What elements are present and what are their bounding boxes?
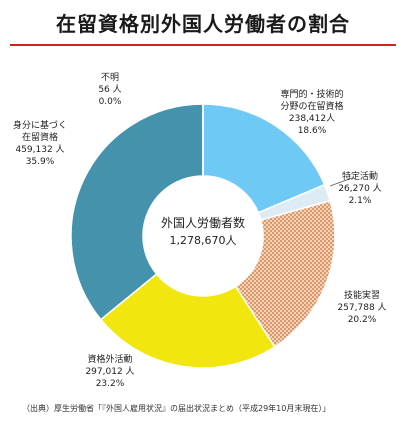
center-label-total: 1,278,670人 [170, 234, 237, 247]
slice-label-percent: 2.1% [349, 196, 372, 206]
donut-slice [99, 272, 276, 369]
donut-slice [202, 103, 326, 214]
slice-label-percent: 35.9% [26, 157, 55, 167]
leader-line [329, 177, 353, 187]
slice-label-percent: 23.2% [96, 379, 125, 389]
slice-label-category: 技能実習 [344, 289, 380, 301]
source-note: （出典）厚生労働省「『外国人雇用状況』の届出状況まとめ（平成29年10月末現在）… [22, 404, 331, 413]
slice-label-percent: 0.0% [99, 97, 122, 107]
chart-title: 在留資格別外国人労働者の割合 [56, 12, 350, 36]
slice-label: 身分に基づく在留資格 459,132 人 35.9% [13, 119, 67, 167]
slice-label: 特定活動 26,270 人 2.1% [338, 170, 381, 206]
slice-label-percent: 18.6% [298, 126, 327, 136]
slice-label-category: 在留資格 [22, 131, 58, 143]
slice-label-value: 459,132 人 [15, 144, 64, 155]
slice-label-value: 257,788 人 [337, 302, 386, 313]
title-underline [10, 44, 396, 46]
center-label-title: 外国人労働者数 [161, 215, 245, 230]
slice-label-category: 資格外活動 [87, 353, 132, 365]
donut-slice [70, 103, 204, 321]
slice-label: 技能実習 257,788 人 20.2% [337, 289, 386, 325]
slice-label-category: 不明 [101, 72, 119, 83]
slice-label-percent: 20.2% [348, 315, 377, 325]
slice-label-value: 56 人 [98, 84, 121, 95]
slice-label: 専門的・技術的分野の在留資格 238,412人 18.6% [280, 88, 343, 136]
donut-slice [234, 199, 336, 348]
slice-label-category: 専門的・技術的 [280, 88, 343, 100]
slice-label-value: 26,270 人 [338, 183, 381, 194]
slice-label-category: 身分に基づく [13, 119, 67, 131]
slice-label: 資格外活動 297,012 人 23.2% [85, 353, 134, 389]
slice-label-value: 297,012 人 [85, 366, 134, 377]
slice-label-category: 分野の在留資格 [280, 100, 343, 112]
slice-label-value: 238,412人 [289, 113, 335, 124]
slice-label: 不明 56 人 0.0% [98, 72, 122, 107]
slice-label-category: 特定活動 [342, 170, 378, 182]
